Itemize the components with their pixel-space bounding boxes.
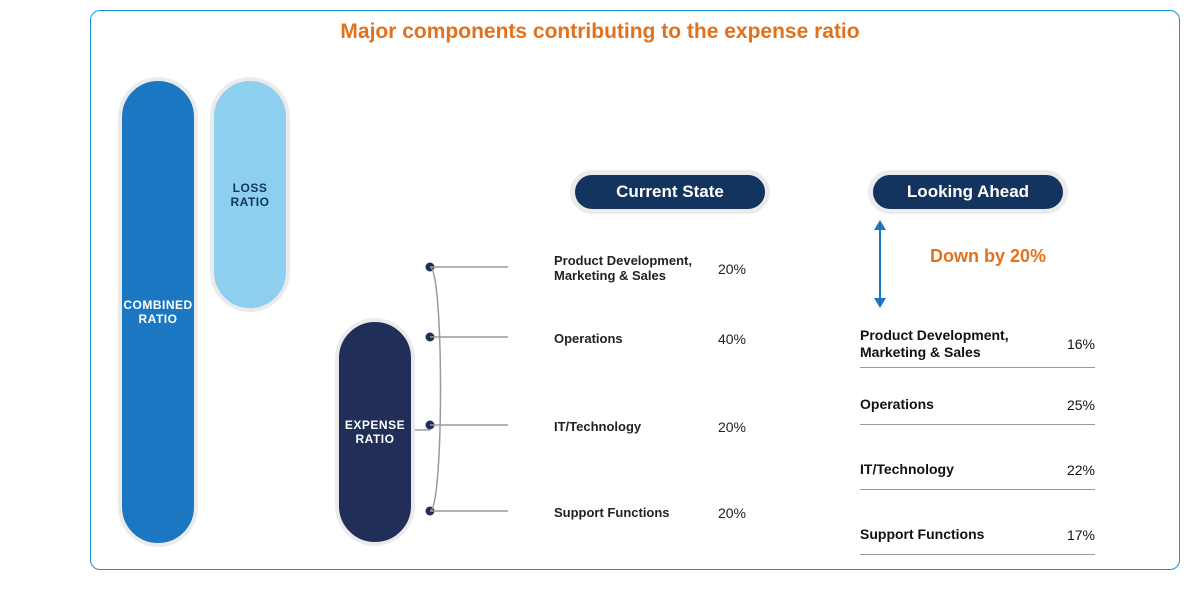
current-row-label: Product Development, Marketing & Sales [540,254,718,284]
ahead-row-pct: 17% [1057,527,1095,543]
current-state-label: Current State [616,182,724,202]
ahead-row-pct: 16% [1057,336,1095,352]
ahead-row: Support Functions 17% [860,515,1095,555]
current-row: IT/Technology 20% [540,405,772,449]
down-by-text: Down by 20% [930,246,1046,267]
current-row: Product Development, Marketing & Sales 2… [540,247,772,291]
current-row-label: Operations [540,332,718,347]
current-row-label: IT/Technology [540,420,718,435]
ahead-row-label: IT/Technology [860,461,1057,477]
current-row-label: Support Functions [540,506,718,521]
ahead-row: Product Development, Marketing & Sales 1… [860,320,1095,368]
current-row-pct: 20% [718,419,772,435]
combined-ratio-pill: COMBINED RATIO [118,77,198,547]
ahead-row-label: Operations [860,396,1057,412]
combined-ratio-label: COMBINED RATIO [122,298,194,326]
expense-ratio-pill: EXPENSE RATIO [335,318,415,546]
current-row-pct: 40% [718,331,772,347]
loss-ratio-label: LOSS RATIO [214,181,286,209]
ahead-row-pct: 22% [1057,462,1095,478]
loss-ratio-pill: LOSS RATIO [210,77,290,312]
current-row-pct: 20% [718,505,772,521]
ahead-row: IT/Technology 22% [860,450,1095,490]
current-state-header: Current State [570,170,770,214]
current-row-pct: 20% [718,261,772,277]
diagram-title: Major components contributing to the exp… [0,20,1200,44]
ahead-row-label: Product Development, Marketing & Sales [860,327,1057,359]
down-by-value: 20% [1010,246,1046,266]
current-row: Operations 40% [540,317,772,361]
expense-ratio-label: EXPENSE RATIO [339,418,411,446]
ahead-row-pct: 25% [1057,397,1095,413]
ahead-row-label: Support Functions [860,526,1057,542]
ahead-row: Operations 25% [860,385,1095,425]
looking-ahead-label: Looking Ahead [907,182,1029,202]
looking-ahead-header: Looking Ahead [868,170,1068,214]
current-row: Support Functions 20% [540,491,772,535]
down-by-prefix: Down by [930,246,1010,266]
